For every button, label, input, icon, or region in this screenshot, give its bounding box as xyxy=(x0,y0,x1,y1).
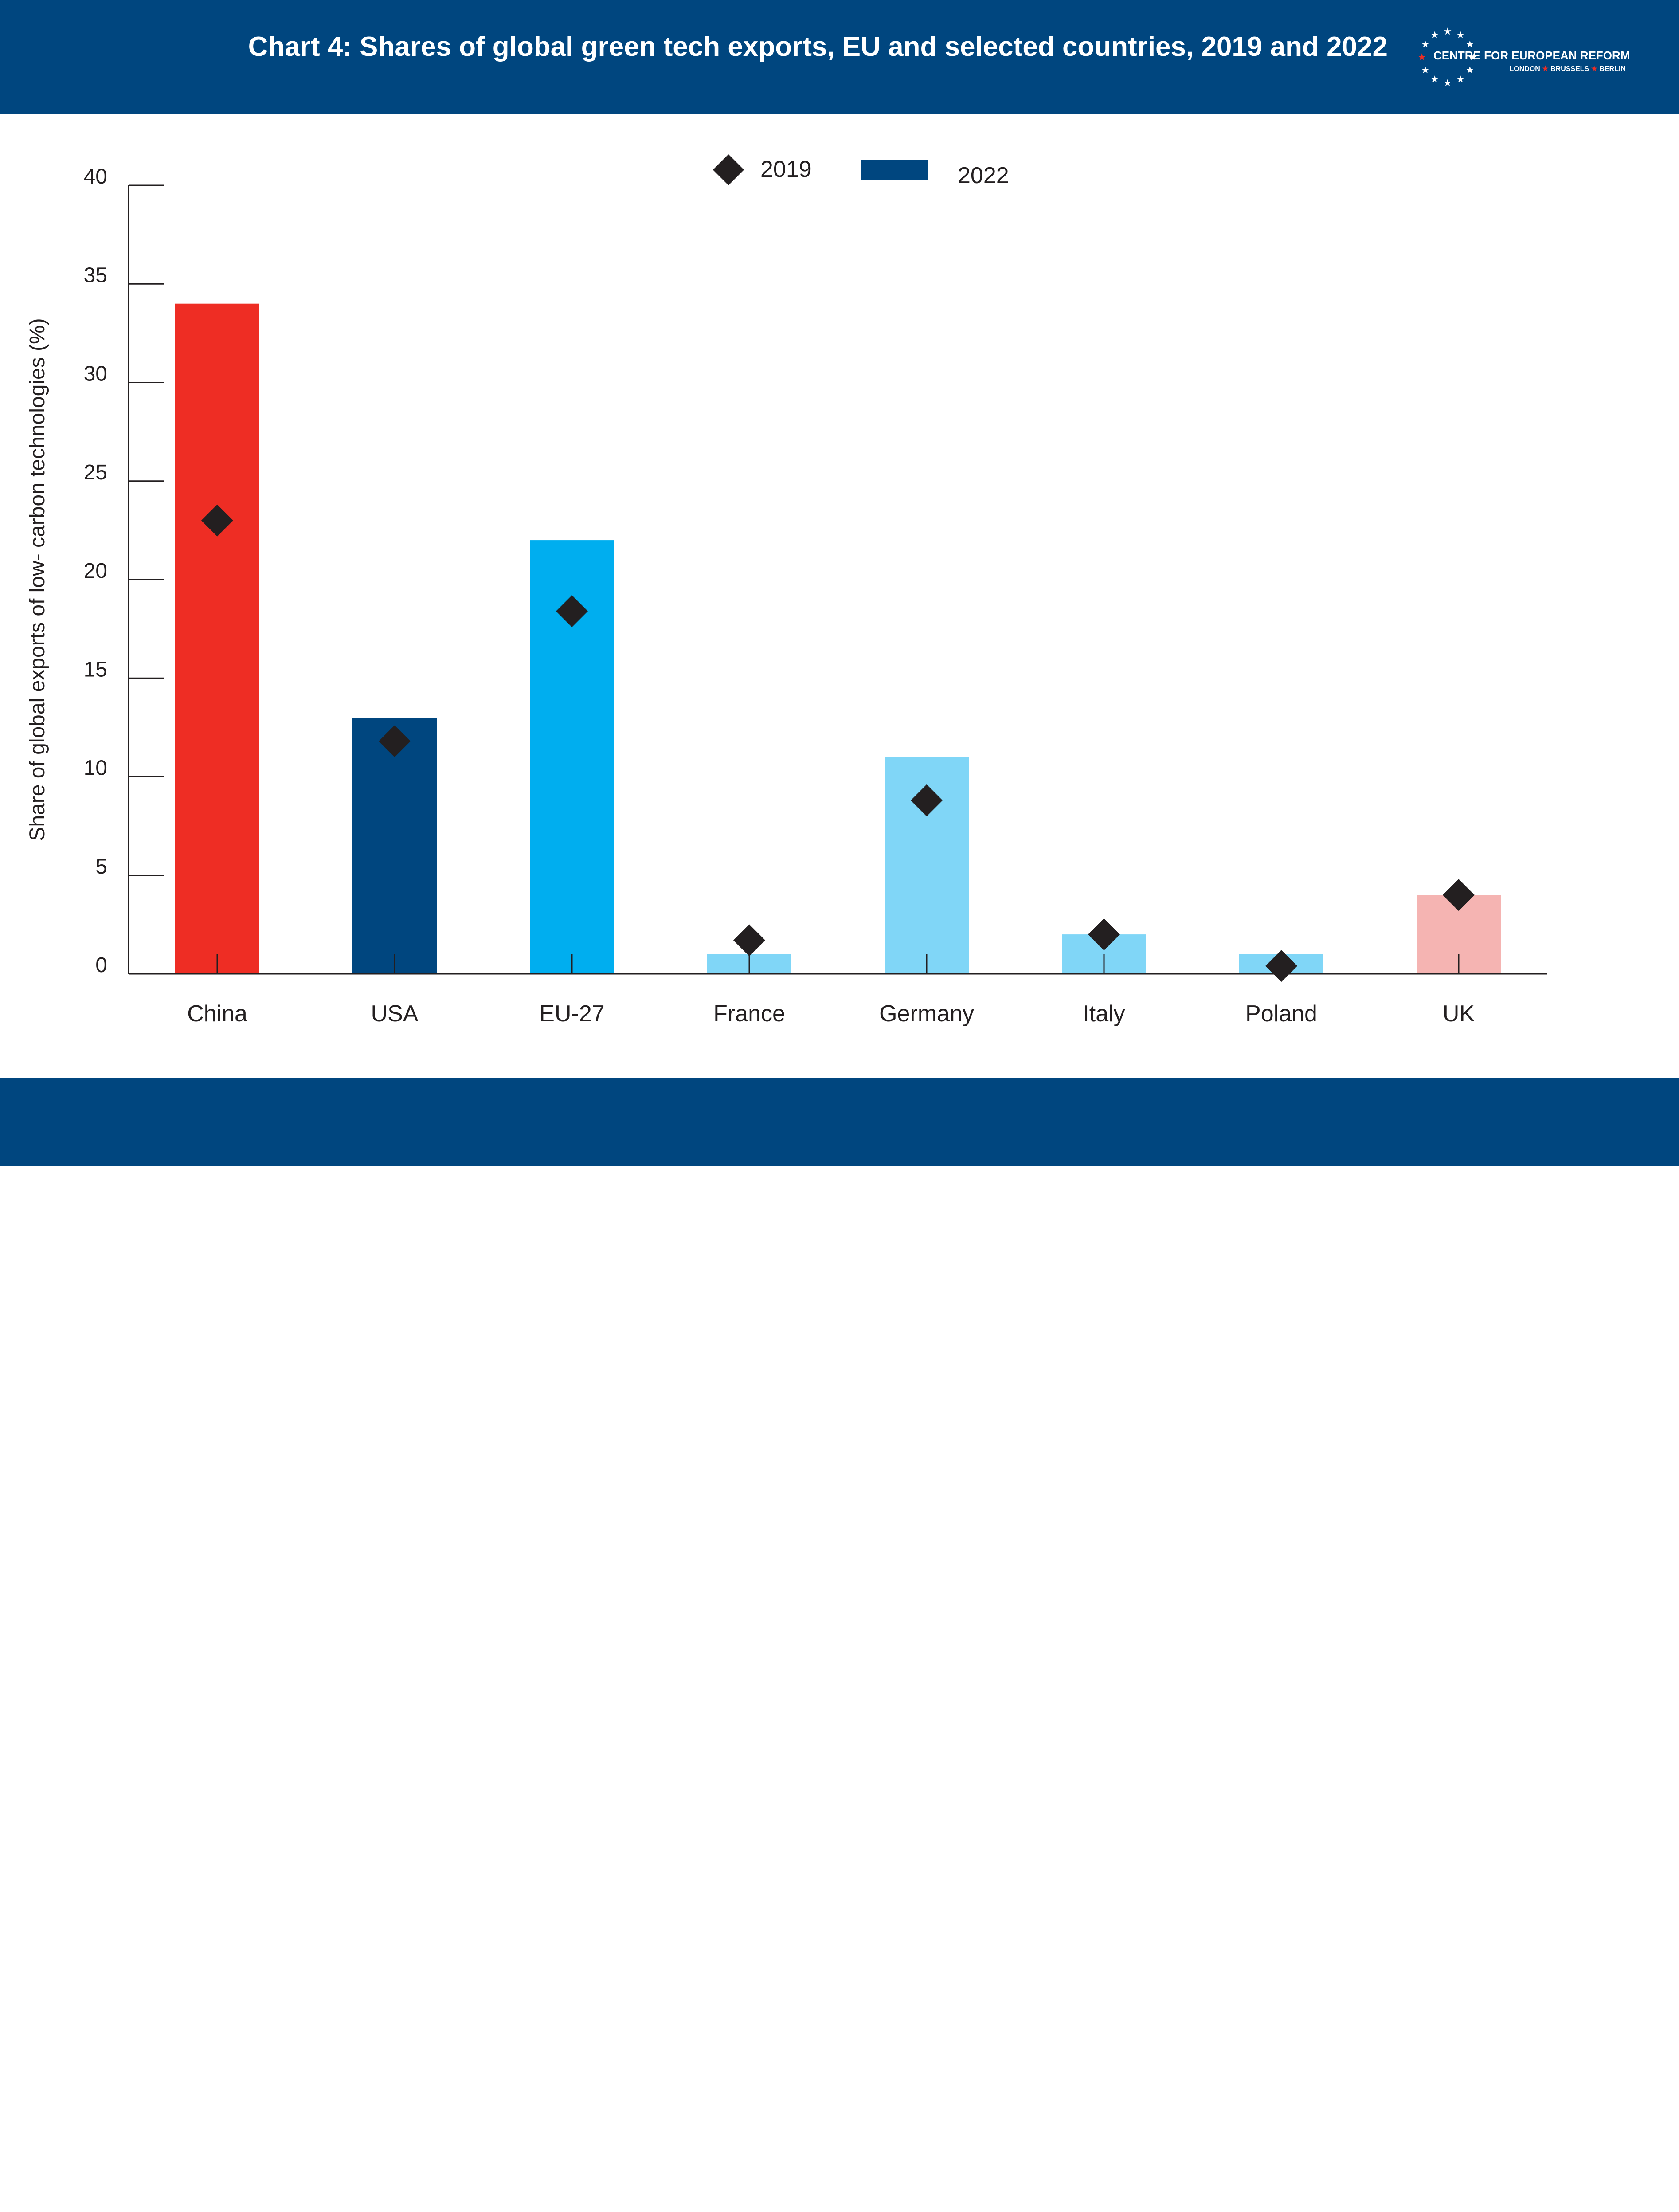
logo-star-icon: ★ xyxy=(1469,51,1478,63)
bar-2022-usa xyxy=(352,718,437,974)
y-tick-label: 10 xyxy=(84,757,107,780)
logo-stars: ★ ★★★★★★★★★★★ xyxy=(1417,26,1478,88)
logo-star-icon: ★ xyxy=(1430,74,1439,85)
marker-2019-italy xyxy=(1088,918,1120,951)
x-tick-label: Germany xyxy=(879,1001,974,1027)
logo-cities: LONDON ★ BRUSSELS ★ BERLIN xyxy=(1510,65,1626,73)
marker-2019-germany xyxy=(911,784,943,816)
cer-logo: ★ ★★★★★★★★★★★ CENTRE FOR EUROPEAN REFORM … xyxy=(1417,26,1629,88)
logo-star-icon: ★ xyxy=(1443,26,1452,37)
y-axis-label: Share of global exports of low- carbon t… xyxy=(26,318,49,841)
y-tick-label: 40 xyxy=(84,165,107,188)
legend-2022-label: 2022 xyxy=(958,163,1009,188)
legend-2019-label: 2019 xyxy=(760,157,812,182)
logo-name: CENTRE FOR EUROPEAN REFORM xyxy=(1433,49,1629,62)
logo-star-icon: ★ xyxy=(1443,77,1452,88)
y-tick-label: 30 xyxy=(84,362,107,386)
logo-star-icon: ★ xyxy=(1417,51,1426,63)
legend-2019-swatch xyxy=(713,154,744,185)
header-banner: Chart 4: Shares of global green tech exp… xyxy=(0,0,1679,114)
bar-2022-china xyxy=(175,303,259,974)
y-tick-label: 35 xyxy=(84,263,107,287)
logo-star-icon: ★ xyxy=(1465,64,1474,75)
logo-star-icon: ★ xyxy=(1456,29,1465,40)
legend-2022-swatch xyxy=(861,160,928,180)
x-tick-label: Poland xyxy=(1245,1001,1317,1027)
x-tick-label: UK xyxy=(1443,1001,1475,1027)
y-tick-label: 0 xyxy=(95,953,107,977)
bar-chart: 2019 2022 0 5 10 15 20 25 30 35 40 China USA EU-27 F… xyxy=(26,154,1547,1027)
x-tick-label: China xyxy=(187,1001,247,1027)
marker-2019-usa xyxy=(379,725,411,757)
y-tick-label: 5 xyxy=(95,855,107,879)
x-tick-label: USA xyxy=(371,1001,419,1027)
bars-2022 xyxy=(175,303,1501,974)
x-tick-label: Italy xyxy=(1083,1001,1125,1027)
logo-star-icon: ★ xyxy=(1430,29,1439,40)
logo-star-icon: ★ xyxy=(1421,39,1430,50)
logo-star-icon: ★ xyxy=(1421,64,1430,75)
marker-2019-france xyxy=(733,924,765,957)
footer-banner: Source: CER analysis of UN COMTRADE data… xyxy=(0,1078,1679,2212)
y-tick-label: 15 xyxy=(84,658,107,681)
source-note: Source: CER analysis of UN COMTRADE data… xyxy=(35,2190,728,2212)
logo-star-icon: ★ xyxy=(1465,39,1474,50)
x-axis: China USA EU-27 France Germany Italy Poland UK xyxy=(129,954,1547,1027)
chart-legend: 2019 2022 xyxy=(713,154,1009,188)
y-tick-label: 20 xyxy=(84,559,107,583)
marker-2019-eu-27 xyxy=(556,595,588,628)
logo-star-icon: ★ xyxy=(1456,74,1465,85)
chart-title: Chart 4: Shares of global green tech exp… xyxy=(248,31,1388,62)
x-tick-label: EU-27 xyxy=(539,1001,604,1027)
marker-2019-uk xyxy=(1443,879,1475,911)
x-tick-label: France xyxy=(713,1001,785,1027)
marker-2019-china xyxy=(201,504,233,537)
y-axis: 0 5 10 15 20 25 30 35 40 xyxy=(84,165,164,977)
y-tick-label: 25 xyxy=(84,461,107,484)
